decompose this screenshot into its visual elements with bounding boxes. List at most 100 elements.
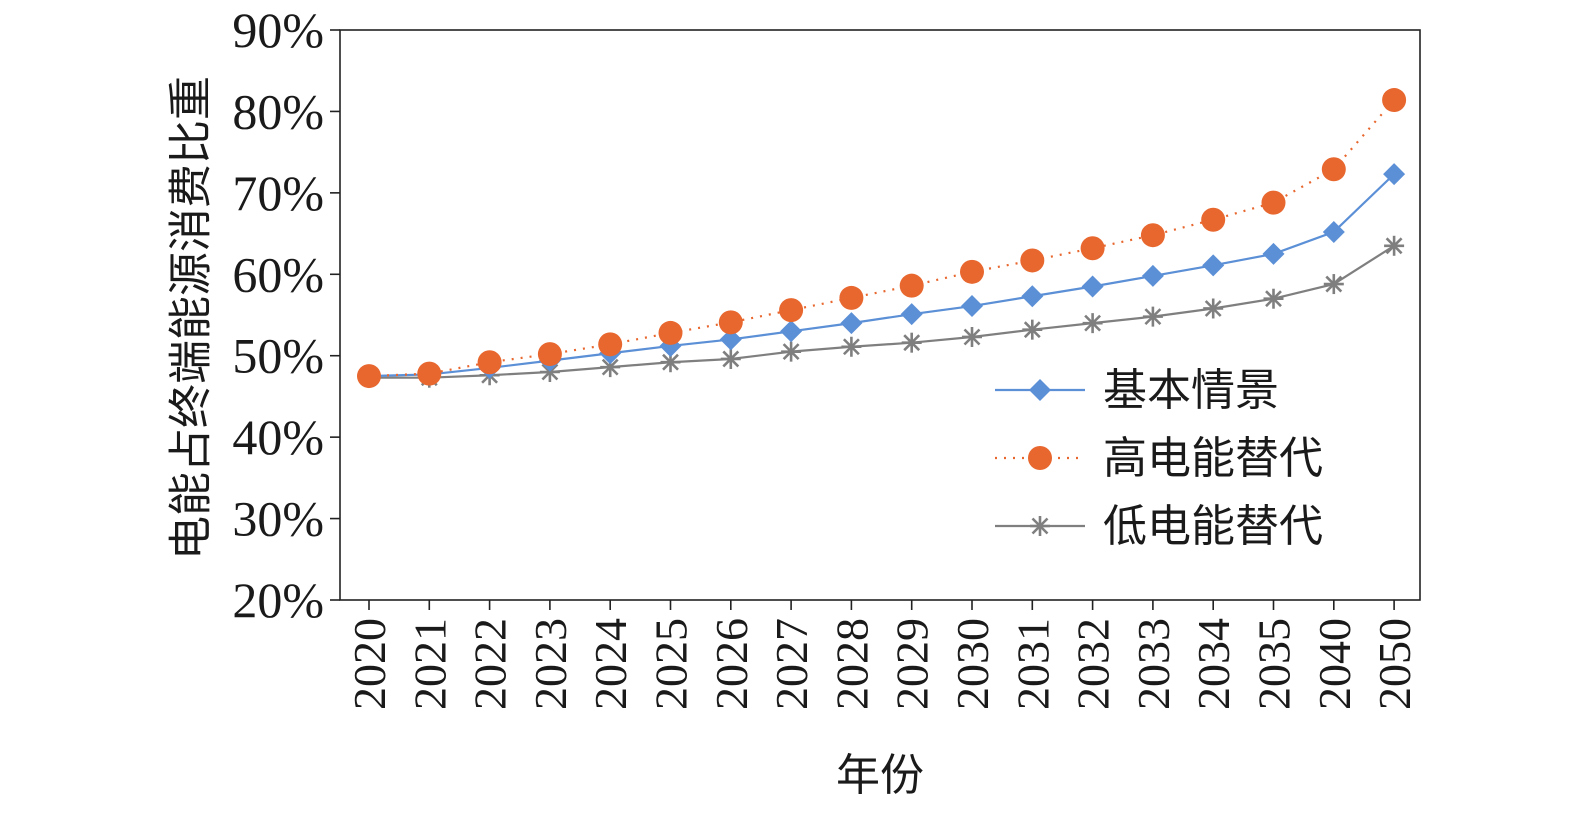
asterisk-stroke — [601, 358, 619, 376]
legend-entry: 基本情景 — [995, 366, 1279, 415]
x-tick-label: 2020 — [344, 618, 395, 710]
asterisk-stroke — [1325, 275, 1343, 293]
x-tick-label: 2030 — [947, 618, 998, 710]
x-tick-label: 2026 — [706, 618, 757, 710]
data-point — [1140, 223, 1165, 248]
data-point — [1080, 236, 1105, 261]
asterisk-stroke — [842, 338, 860, 356]
asterisk-stroke — [1084, 314, 1102, 332]
x-tick-label: 2023 — [525, 618, 576, 710]
data-point — [598, 332, 623, 357]
legend-label: 高电能替代 — [1103, 434, 1323, 483]
y-tick-label: 30% — [232, 491, 324, 547]
x-tick-label: 2022 — [465, 618, 516, 710]
x-tick-label: 2034 — [1188, 618, 1239, 710]
data-point — [660, 352, 681, 373]
x-tick-label: 2031 — [1007, 618, 1058, 710]
asterisk-stroke — [963, 328, 981, 346]
data-point — [1081, 275, 1104, 298]
data-point — [1323, 274, 1344, 295]
data-point — [899, 273, 924, 298]
data-point — [477, 350, 502, 375]
x-tick-label: 2033 — [1128, 618, 1179, 710]
x-tick-label: 2029 — [887, 618, 938, 710]
series-2 — [357, 88, 1407, 389]
x-tick-label: 2035 — [1249, 618, 1300, 710]
data-point — [961, 295, 983, 318]
legend-label: 低电能替代 — [1103, 502, 1323, 551]
data-point — [1020, 248, 1045, 273]
legend-marker — [1028, 446, 1052, 470]
asterisk-stroke — [722, 350, 740, 368]
data-point — [537, 342, 562, 367]
data-point — [719, 328, 742, 351]
data-point — [900, 303, 923, 326]
asterisk-stroke — [1265, 290, 1282, 308]
y-tick-label: 20% — [232, 572, 324, 628]
asterisk-stroke — [541, 363, 559, 381]
asterisk-stroke — [662, 353, 679, 371]
x-tick-label: 2050 — [1369, 618, 1420, 710]
y-tick-label: 90% — [232, 2, 324, 58]
data-point — [658, 320, 683, 345]
asterisk-stroke — [1144, 308, 1162, 326]
y-tick-label: 80% — [232, 83, 324, 139]
data-point — [1262, 242, 1285, 265]
y-axis-title: 电能占终端能源消费比重 — [166, 76, 215, 560]
series-line — [369, 244, 1395, 379]
data-point — [718, 310, 743, 335]
asterisk-stroke — [1385, 237, 1403, 255]
data-point — [357, 364, 381, 389]
y-tick-label: 40% — [232, 409, 324, 465]
data-point — [1321, 157, 1346, 182]
x-axis-title: 年份 — [836, 751, 924, 800]
series-line — [368, 173, 1395, 378]
x-tick-label: 2040 — [1309, 618, 1360, 710]
data-point — [720, 348, 741, 369]
asterisk-stroke — [1204, 300, 1222, 317]
asterisk-stroke — [782, 343, 800, 361]
asterisk-stroke — [1031, 517, 1049, 535]
data-point — [1382, 88, 1407, 113]
data-point — [1203, 298, 1224, 319]
axes: 20% 30% 40% 50% 60% 70% 80% 90% 2020 2021 2022 2023… — [232, 2, 1421, 710]
data-point — [1141, 264, 1164, 287]
legend-entry: 高电能替代 — [995, 434, 1323, 483]
data-point — [1384, 235, 1405, 256]
data-point — [1261, 190, 1286, 215]
asterisk-stroke — [1023, 321, 1041, 339]
asterisk-stroke — [903, 334, 921, 352]
data-point — [1082, 313, 1103, 334]
data-point — [780, 320, 803, 343]
x-tick-label: 2021 — [404, 618, 455, 710]
data-point — [1201, 207, 1226, 232]
y-tick-label: 50% — [232, 328, 324, 384]
data-point — [1022, 319, 1043, 340]
data-point — [839, 285, 864, 310]
data-point — [1263, 288, 1284, 309]
data-point — [962, 326, 982, 347]
data-point — [1383, 163, 1406, 186]
data-point — [1021, 285, 1044, 308]
x-tick-label: 2028 — [826, 618, 877, 710]
legend-marker — [1029, 379, 1051, 401]
data-point — [960, 259, 984, 284]
x-tick-label: 2024 — [585, 618, 636, 710]
data-point — [1142, 306, 1163, 327]
y-tick-label: 60% — [232, 246, 324, 302]
data-point — [1202, 254, 1225, 277]
data-point — [901, 332, 922, 353]
data-point — [779, 298, 804, 323]
plot-frame — [339, 29, 1421, 601]
x-tick-label: 2032 — [1068, 618, 1119, 710]
legend-entry: 低电能替代 — [995, 502, 1323, 551]
data-point — [1322, 220, 1345, 243]
series-layer — [357, 88, 1407, 389]
x-tick-label: 2027 — [766, 618, 817, 710]
data-point — [781, 341, 802, 362]
data-point — [840, 312, 863, 335]
